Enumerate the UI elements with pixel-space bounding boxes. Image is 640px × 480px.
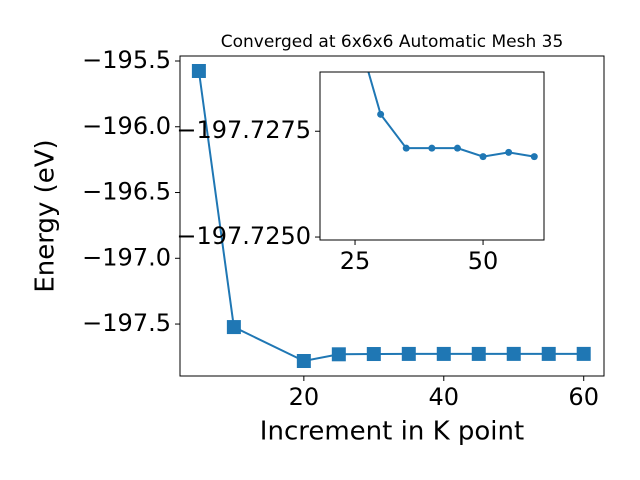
plot-area — [352, 22, 538, 161]
marker — [436, 346, 451, 361]
x-tick-label: 40 — [429, 383, 460, 411]
marker — [191, 63, 206, 78]
x-tick-label: 50 — [468, 247, 499, 275]
y-tick-label: −195.5 — [82, 46, 171, 74]
marker — [479, 153, 487, 161]
y-tick-label: −197.7250 — [176, 222, 311, 250]
marker — [576, 346, 591, 361]
marker — [471, 346, 486, 361]
y-tick-label: −196.0 — [82, 112, 171, 140]
chart-title: Converged at 6x6x6 Automatic Mesh 35 — [221, 32, 564, 52]
y-axis-label: Energy (eV) — [31, 139, 61, 292]
marker — [505, 148, 513, 156]
marker — [428, 144, 436, 152]
y-tick-label: −197.5 — [82, 309, 171, 337]
x-tick-label: 25 — [340, 247, 371, 275]
series-line — [367, 72, 535, 158]
marker — [541, 346, 556, 361]
marker — [296, 354, 311, 369]
marker — [331, 347, 346, 362]
marker — [401, 346, 416, 361]
plot-area — [191, 63, 591, 369]
inset-background — [320, 72, 544, 240]
marker — [352, 22, 359, 29]
y-tick-label: −197.0 — [82, 243, 171, 271]
marker — [530, 153, 538, 161]
marker — [377, 110, 385, 118]
axes-frame — [179, 55, 605, 377]
x-tick-label: 20 — [289, 383, 320, 411]
x-tick-label: 60 — [568, 383, 599, 411]
marker — [226, 320, 241, 335]
marker — [506, 346, 521, 361]
y-tick-label: −197.7275 — [176, 116, 311, 144]
y-tick-label: −196.5 — [82, 178, 171, 206]
marker — [453, 144, 461, 152]
x-axis-label: Increment in K point — [260, 417, 524, 447]
marker — [366, 347, 381, 362]
marker — [402, 144, 410, 152]
axes-frame — [319, 71, 545, 241]
